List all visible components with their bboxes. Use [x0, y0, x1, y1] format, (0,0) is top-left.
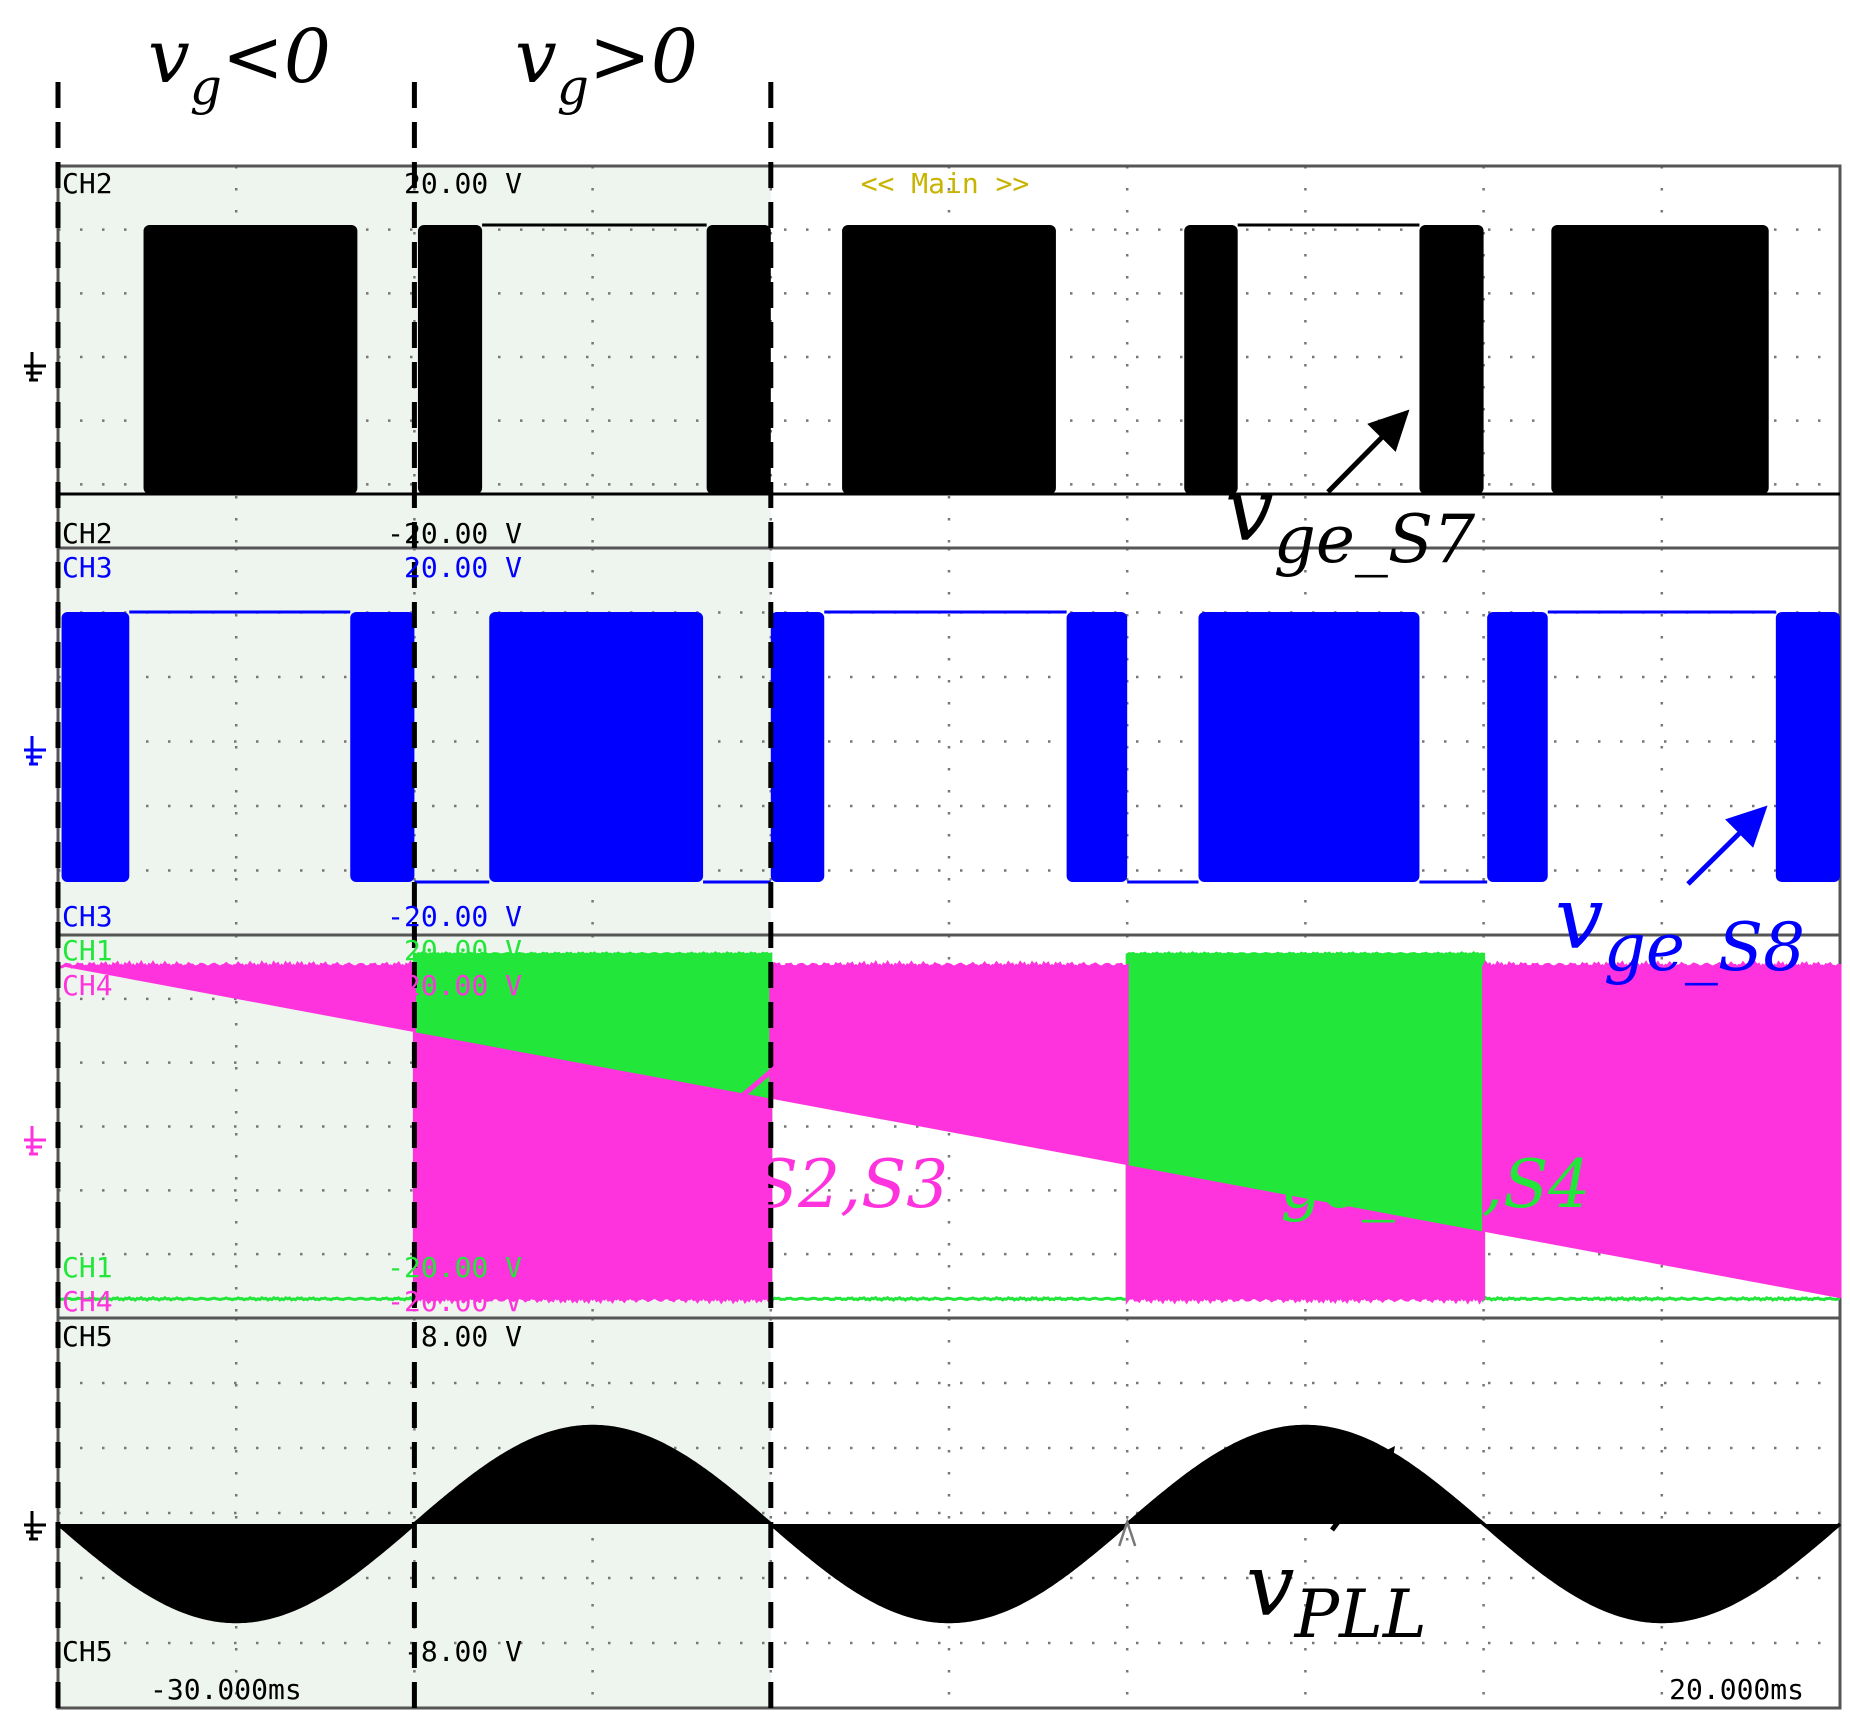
ch1-bottom-scale: -20.00 V — [387, 1251, 522, 1284]
region-pos-sub: g — [557, 58, 589, 116]
ch1-top-scale: 20.00 V — [404, 934, 522, 967]
label-s8-sub: ge_S8 — [1604, 909, 1806, 986]
s8-pwm-burst-1 — [350, 612, 415, 882]
s8-pwm-burst-0 — [61, 612, 130, 882]
time-end-label: 20.000ms — [1669, 1673, 1804, 1706]
s7-pwm-burst-2 — [706, 225, 771, 494]
label-pll-main: v — [1246, 1536, 1295, 1636]
s8-pwm-burst-7 — [1775, 612, 1840, 882]
label-vge-s1s4: vge_S1,S4 — [1232, 1106, 1590, 1223]
s7-pwm-burst-5 — [1419, 225, 1484, 494]
ch2-top-name: CH2 — [62, 167, 113, 200]
s7-pwm-burst-4 — [1184, 225, 1238, 494]
ch1-bottom-name: CH1 — [62, 1251, 113, 1284]
label-vpll: vPLL — [1246, 1536, 1427, 1653]
ch3-bottom-scale: -20.00 V — [387, 900, 522, 933]
label-s2s3-sub: ge_S2,S3 — [639, 1146, 949, 1223]
ground-marker-2 — [24, 1126, 46, 1156]
label-s1s4-main: v — [1232, 1106, 1281, 1206]
ch3-labels: CH3 20.00 V CH3 -20.00 V — [62, 551, 522, 933]
label-s8-main: v — [1555, 869, 1604, 969]
s7-pwm-burst-6 — [1551, 225, 1769, 494]
ground-marker-3 — [24, 1511, 46, 1541]
region-label-negative: vg<0 — [148, 14, 331, 116]
time-start-label: -30.000ms — [150, 1673, 302, 1706]
label-vge-s7: vge_S7 — [1225, 461, 1475, 578]
ch5-labels: CH5 8.00 V CH5 -8.00 V — [62, 1320, 522, 1668]
trigger-point-marker — [1118, 1518, 1137, 1547]
label-s7-sub: ge_S7 — [1274, 501, 1476, 578]
region-neg-sub: g — [190, 58, 222, 116]
ch1-ch4-labels: CH1 20.00 V CH4 20.00 V CH1 -20.00 V CH4… — [62, 934, 522, 1318]
ch2-bottom-scale: -20.00 V — [387, 517, 522, 550]
channel-labels: CH2 20.00 V CH2 -20.00 V CH3 20.00 V CH3… — [62, 167, 1804, 1706]
label-pll-sub: PLL — [1294, 1576, 1427, 1653]
region-neg-main: v — [148, 14, 190, 100]
label-s2s3-main: v — [590, 1106, 639, 1206]
ch4-bottom-scale: -20.00 V — [387, 1285, 522, 1318]
annotation-labels: vge_S7 vge_S8 vge_S2,S3 vge_S1,S4 vPLL — [590, 461, 1805, 1653]
ground-marker-1 — [24, 736, 46, 766]
s7-pwm-burst-0 — [143, 225, 358, 494]
s8-pwm-burst-3 — [770, 612, 825, 882]
ch5-top-name: CH5 — [62, 1320, 113, 1353]
ch3-bottom-name: CH3 — [62, 900, 113, 933]
arrow-s2s3 — [714, 1014, 838, 1120]
label-s1s4-sub: ge_S1,S4 — [1281, 1146, 1591, 1223]
region-boundaries — [55, 82, 774, 1716]
s8-pwm-burst-2 — [489, 612, 704, 882]
annotation-arrows — [714, 409, 1768, 1532]
label-s7-main: v — [1225, 461, 1274, 561]
s7-pwm-burst-1 — [417, 225, 483, 494]
arrow-s8 — [1686, 805, 1768, 886]
region-neg-op: <0 — [222, 14, 331, 100]
ch4-top-scale: 20.00 V — [404, 969, 522, 1002]
s8-pwm-burst-6 — [1487, 612, 1548, 882]
ch2-labels: CH2 20.00 V CH2 -20.00 V — [62, 167, 522, 550]
ch4-bottom-name: CH4 — [62, 1285, 113, 1318]
ch1-top-name: CH1 — [62, 934, 113, 967]
ch5-bottom-name: CH5 — [62, 1635, 113, 1668]
s7-pwm-burst-3 — [842, 225, 1056, 494]
ch2-top-scale: 20.00 V — [404, 167, 522, 200]
ch4-top-name: CH4 — [62, 969, 113, 1002]
s8-pwm-burst-5 — [1198, 612, 1420, 882]
ch5-bottom-scale: -8.00 V — [404, 1635, 522, 1668]
ground-marker-0 — [24, 352, 46, 382]
ch3-top-name: CH3 — [62, 551, 113, 584]
region-pos-op: >0 — [589, 14, 698, 100]
s8-pwm-burst-4 — [1066, 612, 1128, 882]
ch4-s2s3-square-wave — [57, 959, 1842, 1305]
region-labels: vg<0 vg>0 — [148, 14, 698, 116]
arrow-s7 — [1326, 409, 1410, 494]
region-pos-main: v — [515, 14, 557, 100]
arrow-pll — [1330, 1446, 1395, 1532]
ground-markers — [24, 352, 46, 1541]
label-vge-s2s3: vge_S2,S3 — [590, 1106, 948, 1223]
main-marker: << Main >> — [861, 167, 1030, 200]
label-vge-s8: vge_S8 — [1555, 869, 1805, 986]
ch3-top-scale: 20.00 V — [404, 551, 522, 584]
ch2-bottom-name: CH2 — [62, 517, 113, 550]
region-label-positive: vg>0 — [515, 14, 698, 116]
ch5-top-scale: 8.00 V — [421, 1320, 522, 1353]
arrow-s1s4 — [1319, 1010, 1399, 1122]
